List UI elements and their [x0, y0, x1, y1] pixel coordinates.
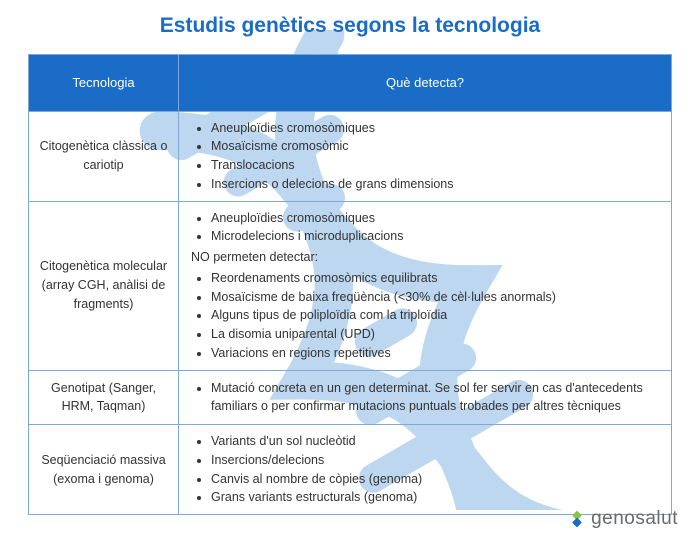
list-item: Canvis al nombre de còpies (genoma)	[211, 470, 663, 489]
list-item: Variacions en regions repetitives	[211, 344, 663, 363]
list-item: Mosaïcisme de baixa freqüència (<30% de …	[211, 288, 663, 307]
tech-cell: Citogenètica clàssica o cariotip	[29, 111, 179, 201]
list-item: Alguns tipus de poliploïdia com la tripl…	[211, 306, 663, 325]
list-item: Grans variants estructurals (genoma)	[211, 488, 663, 507]
list-item: Mutació concreta en un gen determinat. S…	[211, 379, 663, 417]
detects-cell: Mutació concreta en un gen determinat. S…	[179, 370, 672, 425]
not-detects-label: NO permeten detectar:	[191, 248, 663, 267]
tech-cell: Seqüenciació massiva (exoma i genoma)	[29, 425, 179, 515]
detects-list: Aneuploïdies cromosòmiques Mosaïcisme cr…	[187, 119, 663, 194]
detects-cell: Variants d'un sol nucleòtid Insercions/d…	[179, 425, 672, 515]
table-row: Genotipat (Sanger, HRM, Taqman) Mutació …	[29, 370, 672, 425]
list-item: Mosaïcisme cromosòmic	[211, 137, 663, 156]
page-title: Estudis genètics segons la tecnologia	[28, 14, 672, 38]
list-item: La disomia uniparental (UPD)	[211, 325, 663, 344]
tech-cell: Citogenètica molecular (array CGH, anàli…	[29, 201, 179, 370]
brand-logo: genosalut	[567, 508, 678, 530]
list-item: Translocacions	[211, 156, 663, 175]
col-header-detects: Què detecta?	[179, 55, 672, 112]
table-header-row: Tecnologia Què detecta?	[29, 55, 672, 112]
list-item: Microdelecions i microduplicacions	[211, 227, 663, 246]
tech-cell: Genotipat (Sanger, HRM, Taqman)	[29, 370, 179, 425]
table-row: Citogenètica molecular (array CGH, anàli…	[29, 201, 672, 370]
logo-text: genosalut	[591, 508, 678, 530]
detects-list: Aneuploïdies cromosòmiques Microdelecion…	[187, 209, 663, 247]
detects-cell: Aneuploïdies cromosòmiques Microdelecion…	[179, 201, 672, 370]
detects-list: Variants d'un sol nucleòtid Insercions/d…	[187, 432, 663, 507]
list-item: Reordenaments cromosòmics equilibrats	[211, 269, 663, 288]
list-item: Variants d'un sol nucleòtid	[211, 432, 663, 451]
list-item: Insercions o delecions de grans dimensio…	[211, 175, 663, 194]
table-row: Seqüenciació massiva (exoma i genoma) Va…	[29, 425, 672, 515]
not-detects-list: Reordenaments cromosòmics equilibrats Mo…	[187, 269, 663, 363]
technologies-table: Tecnologia Què detecta? Citogenètica clà…	[28, 54, 672, 515]
list-item: Aneuploïdies cromosòmiques	[211, 209, 663, 228]
detects-list: Mutació concreta en un gen determinat. S…	[187, 379, 663, 417]
col-header-tech: Tecnologia	[29, 55, 179, 112]
detects-cell: Aneuploïdies cromosòmiques Mosaïcisme cr…	[179, 111, 672, 201]
list-item: Aneuploïdies cromosòmiques	[211, 119, 663, 138]
content-container: Estudis genètics segons la tecnologia Te…	[0, 0, 700, 515]
table-row: Citogenètica clàssica o cariotip Aneuplo…	[29, 111, 672, 201]
logo-mark-icon	[567, 509, 587, 529]
list-item: Insercions/delecions	[211, 451, 663, 470]
